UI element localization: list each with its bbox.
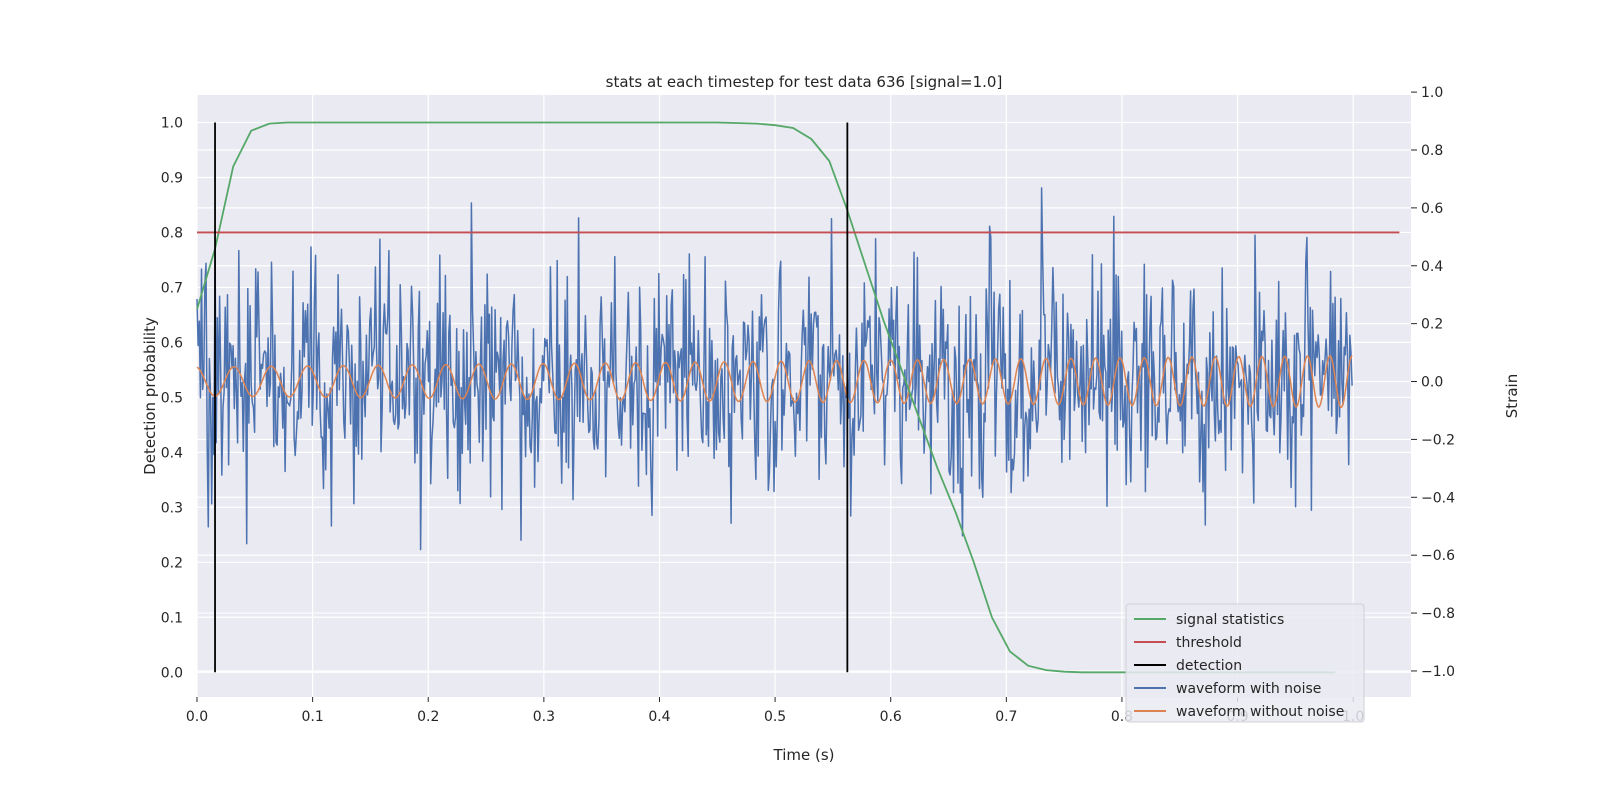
x-tick-label: 0.3	[533, 709, 555, 725]
y-tick-label: 0.6	[161, 335, 183, 351]
series-signal-statistics	[196, 121, 1336, 674]
legend-label: waveform with noise	[1176, 681, 1321, 697]
y-axis-label: Detection probability	[141, 317, 159, 475]
series-waveform-without-noise	[196, 355, 1353, 409]
y-axis-right-label: Strain	[1503, 374, 1521, 418]
y-tick-label: 1.0	[161, 115, 183, 131]
y-tick-label: 0.5	[161, 390, 183, 406]
y-right-tick-label: 0.2	[1421, 317, 1443, 333]
y-right-tick-label: 0.6	[1421, 201, 1443, 217]
y-right-tick-label: 0.0	[1421, 375, 1443, 391]
series-waveform-with-noise	[196, 187, 1353, 551]
y-tick-label: 0.8	[161, 225, 183, 241]
y-right-tick-label: −0.6	[1421, 548, 1455, 564]
y-right-tick-label: 0.4	[1421, 259, 1443, 275]
x-tick-label: 0.2	[417, 709, 439, 725]
y-tick-label: 0.7	[161, 280, 183, 296]
y-tick-label: 0.2	[161, 555, 183, 571]
y-right-tick-label: 0.8	[1421, 143, 1443, 159]
x-tick-label: 0.7	[995, 709, 1017, 725]
x-tick-label: 0.6	[880, 709, 902, 725]
x-tick-label: 0.1	[301, 709, 323, 725]
y-tick-label: 0.1	[161, 610, 183, 626]
y-right-tick-label: 1.0	[1421, 85, 1443, 101]
x-tick-label: 0.0	[186, 709, 208, 725]
series-layer	[196, 121, 1400, 674]
y-tick-label: 0.0	[161, 665, 183, 681]
y-right-tick-label: −0.8	[1421, 606, 1455, 622]
y-right-tick-label: −1.0	[1421, 664, 1455, 680]
chart-title: stats at each timestep for test data 636…	[606, 73, 1003, 91]
y-tick-label: 0.9	[161, 170, 183, 186]
y-tick-label: 0.4	[161, 445, 183, 461]
legend-label: signal statistics	[1176, 612, 1284, 628]
y-tick-label: 0.3	[161, 500, 183, 516]
legend-box	[1125, 603, 1365, 723]
legend-label: detection	[1176, 658, 1242, 674]
x-axis-label: Time (s)	[773, 746, 835, 764]
legend: signal statistics threshold detection wavef…	[1125, 603, 1365, 723]
legend-label: waveform without noise	[1176, 704, 1344, 720]
x-tick-label: 0.4	[648, 709, 670, 725]
x-tick-label: 0.5	[764, 709, 786, 725]
y-right-tick-label: −0.4	[1421, 490, 1455, 506]
legend-label: threshold	[1176, 635, 1242, 651]
y-right-tick-label: −0.2	[1421, 432, 1455, 448]
